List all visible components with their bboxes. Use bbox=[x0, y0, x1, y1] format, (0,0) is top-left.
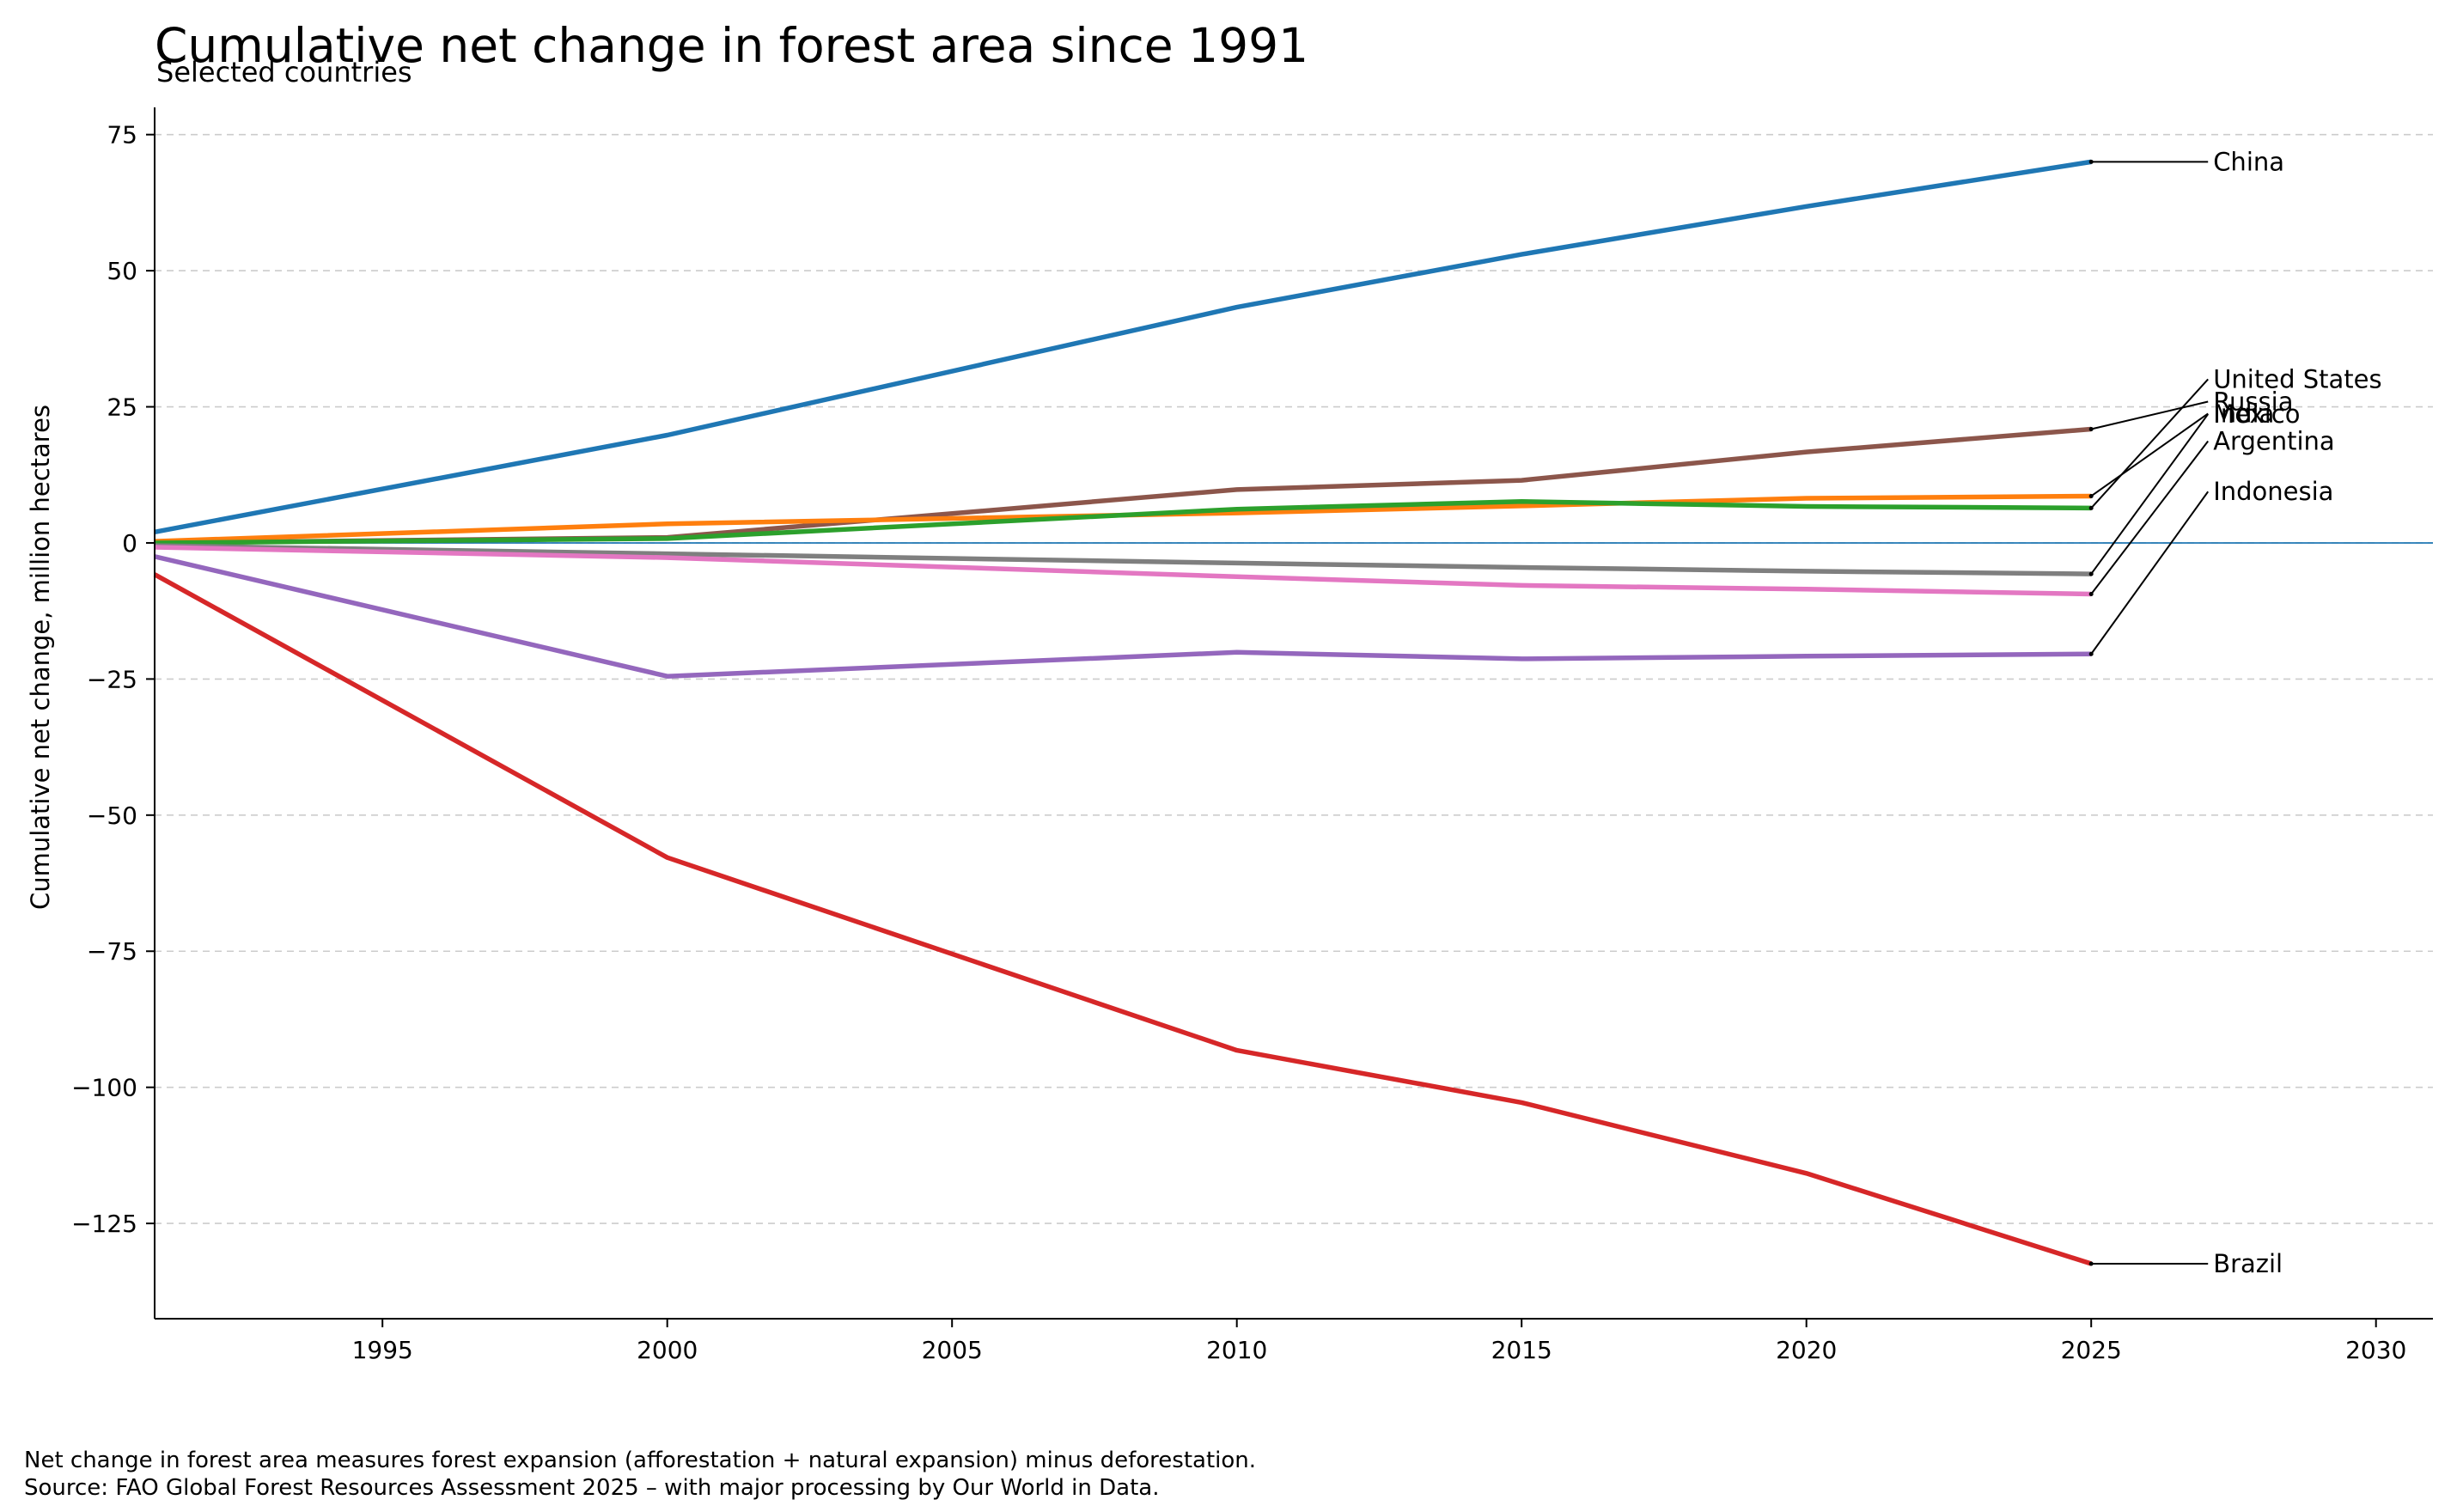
y-tick-label: 50 bbox=[107, 257, 137, 285]
series-label: Indonesia bbox=[2213, 477, 2333, 506]
x-tick-label: 2020 bbox=[1776, 1336, 1837, 1364]
y-tick-label: 0 bbox=[122, 529, 137, 558]
series-label: India bbox=[2213, 399, 2274, 428]
y-axis-ticks: 75 50 25 0 −25 −50 −75 −100 −125 bbox=[71, 121, 155, 1238]
y-axis-label: Cumulative net change, million hectares bbox=[26, 405, 55, 910]
x-tick-label: 2000 bbox=[637, 1336, 698, 1364]
series-end-point bbox=[2088, 427, 2094, 432]
series-lines bbox=[153, 159, 2093, 1266]
series-label: Brazil bbox=[2213, 1249, 2283, 1278]
series-label-leader bbox=[2090, 378, 2209, 509]
series-label: China bbox=[2213, 147, 2284, 176]
y-tick-label: −25 bbox=[87, 665, 137, 693]
series-line bbox=[154, 426, 2092, 546]
y-tick-label: −50 bbox=[87, 802, 137, 830]
x-axis-ticks: 1995 2000 2005 2010 2015 2020 2025 2030 bbox=[352, 1319, 2406, 1364]
series-label: Mexico bbox=[2213, 399, 2300, 429]
x-tick-label: 2030 bbox=[2345, 1336, 2406, 1364]
y-tick-label: −75 bbox=[87, 937, 137, 966]
series-end-point bbox=[2088, 571, 2094, 576]
series-end-point bbox=[2088, 651, 2094, 656]
chart-title: Cumulative net change in forest area sin… bbox=[155, 18, 1308, 73]
series-end-point bbox=[2088, 159, 2094, 164]
y-tick-label: 25 bbox=[107, 393, 137, 422]
series-label-leader bbox=[2090, 413, 2210, 575]
y-tick-label: −125 bbox=[71, 1210, 137, 1238]
series-label-leader bbox=[2090, 491, 2210, 655]
series-line bbox=[154, 159, 2092, 535]
x-tick-label: 1995 bbox=[352, 1336, 413, 1364]
x-tick-label: 2025 bbox=[2061, 1336, 2122, 1364]
series-end-point bbox=[2088, 493, 2094, 498]
series-label: United States bbox=[2213, 364, 2381, 393]
series-label: Russia bbox=[2213, 387, 2293, 417]
x-tick-label: 2010 bbox=[1206, 1336, 1267, 1364]
x-tick-label: 2005 bbox=[922, 1336, 983, 1364]
series-label-leader bbox=[2090, 440, 2209, 595]
series-line bbox=[154, 554, 2092, 679]
y-tick-label: −100 bbox=[71, 1074, 137, 1102]
series-label: Argentina bbox=[2213, 427, 2334, 456]
series-line bbox=[154, 545, 2092, 597]
footnote-definition: Net change in forest area measures fores… bbox=[24, 1448, 1256, 1473]
x-tick-label: 2015 bbox=[1491, 1336, 1552, 1364]
series-label-leader bbox=[2090, 412, 2209, 497]
axes bbox=[154, 107, 2433, 1320]
chart-subtitle: Selected countries bbox=[156, 56, 412, 88]
series-end-point bbox=[2088, 1261, 2094, 1266]
series-label-leader bbox=[2090, 400, 2209, 430]
series-line bbox=[154, 493, 2092, 544]
series-end-point bbox=[2088, 505, 2094, 510]
footnote-source: Source: FAO Global Forest Resources Asse… bbox=[24, 1475, 1159, 1501]
series-line bbox=[154, 499, 2092, 546]
series-line bbox=[154, 543, 2092, 576]
series-end-point bbox=[2088, 592, 2094, 597]
y-tick-label: 75 bbox=[107, 121, 137, 149]
series-line bbox=[153, 572, 2093, 1266]
